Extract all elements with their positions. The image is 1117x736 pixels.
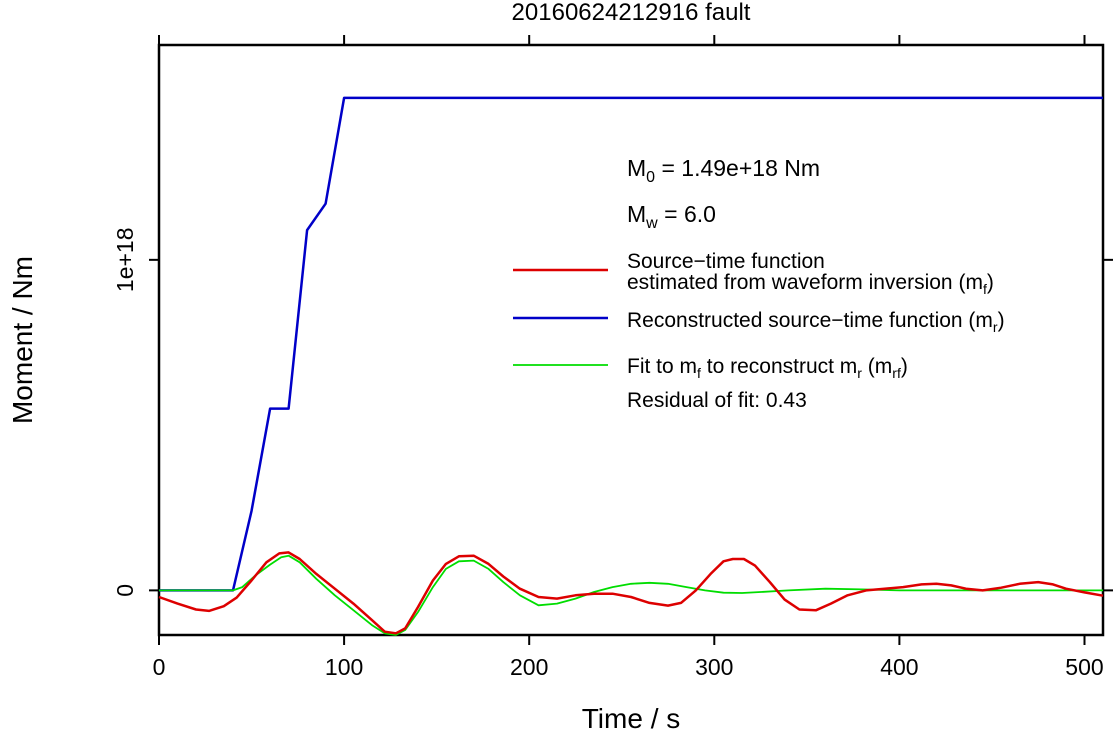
legend-green-t3: (m: [862, 355, 892, 378]
plot-frame: [157, 43, 1105, 637]
legend-green-s2: r: [857, 365, 862, 381]
x-tick-label: 0: [153, 654, 166, 680]
tick-layer: 0 100 200 300 400 500 0 1e+18: [112, 35, 1113, 680]
legend-label-green: Fit to mf to reconstruct mr (mrf): [627, 355, 908, 381]
x-tick-label: 400: [880, 654, 918, 680]
series-line-reconstructed: [159, 96, 1103, 592]
legend-red-close: ): [987, 271, 994, 294]
legend-blue-text: Reconstructed source−time function (m: [627, 309, 993, 332]
legend: Source−time function estimated from wave…: [513, 250, 1005, 412]
legend-green-t2: to reconstruct m: [701, 355, 857, 378]
x-tick-label: 500: [1065, 654, 1103, 680]
series-layer: [158, 96, 1104, 636]
y-axis-label: Moment / Nm: [7, 256, 38, 424]
y-tick-label: 0: [112, 584, 138, 597]
series-line-estimated: [158, 551, 1104, 635]
legend-red-subscript: f: [983, 281, 987, 297]
legend-green-s3: rf: [892, 365, 901, 381]
magnitude-subscript: w: [645, 215, 658, 232]
moment-symbol: M: [627, 155, 646, 181]
legend-blue-subscript: r: [993, 319, 998, 335]
legend-red-text: estimated from waveform inversion (m: [627, 271, 983, 294]
legend-label-red-line2: estimated from waveform inversion (mf): [627, 271, 994, 297]
x-tick-label: 200: [510, 654, 548, 680]
legend-green-t1: Fit to m: [627, 355, 697, 378]
moment-value: = 1.49e+18 Nm: [655, 155, 820, 181]
legend-green-s1: f: [697, 365, 701, 381]
moment-subscript: 0: [646, 169, 655, 186]
moment-annotation: M0 = 1.49e+18 Nm: [627, 155, 820, 186]
magnitude-symbol: M: [627, 201, 646, 227]
chart-title: 20160624212916 fault: [512, 0, 751, 26]
magnitude-annotation: Mw = 6.0: [627, 201, 716, 232]
legend-label-red-line1: Source−time function: [627, 250, 825, 273]
legend-green-t4: ): [901, 355, 908, 378]
legend-label-blue: Reconstructed source−time function (mr): [627, 309, 1005, 335]
residual-label: Residual of fit: 0.43: [627, 389, 807, 412]
legend-blue-close: ): [998, 309, 1005, 332]
x-tick-label: 100: [325, 654, 363, 680]
series-line-fit: [159, 554, 1103, 636]
x-axis-label: Time / s: [582, 703, 681, 734]
y-tick-label: 1e+18: [112, 227, 138, 292]
magnitude-value: = 6.0: [658, 201, 716, 227]
x-tick-label: 300: [695, 654, 733, 680]
